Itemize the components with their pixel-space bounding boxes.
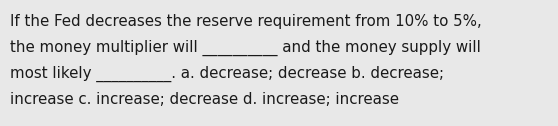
Text: most likely __________. a. decrease; decrease b. decrease;: most likely __________. a. decrease; dec… — [10, 66, 444, 82]
Text: increase c. increase; decrease d. increase; increase: increase c. increase; decrease d. increa… — [10, 92, 399, 107]
Text: the money multiplier will __________ and the money supply will: the money multiplier will __________ and… — [10, 40, 481, 56]
Text: If the Fed decreases the reserve requirement from 10% to 5%,: If the Fed decreases the reserve require… — [10, 14, 482, 29]
